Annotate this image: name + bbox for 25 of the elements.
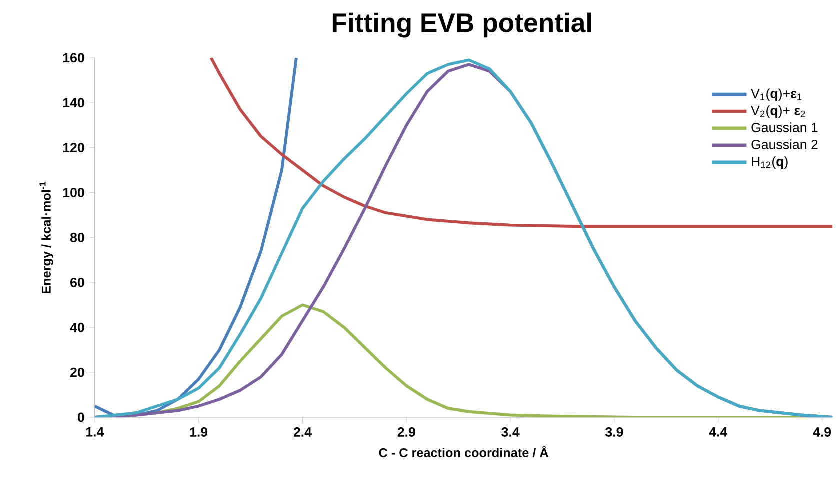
x-tick-label: 2.9 xyxy=(398,427,416,437)
legend-label: V$_{2}$(q)+ ε$_{2}$ xyxy=(751,105,806,118)
y-tick-label: 0 xyxy=(78,412,84,422)
y-tick-label: 120 xyxy=(63,142,84,152)
y-tick-label: 80 xyxy=(70,232,84,242)
x-tick-label: 1.4 xyxy=(86,427,104,436)
legend-label: V$_{1}$(q)+ε$_{1}$ xyxy=(751,88,802,101)
y-tick-label: 140 xyxy=(63,98,84,108)
x-tick-label: 4.9 xyxy=(813,427,832,437)
chart-title: Fitting EVB potential xyxy=(332,12,592,38)
legend-label: Gaussian 1 xyxy=(752,122,818,132)
x-tick-label: 3.4 xyxy=(502,427,520,437)
y-axis-title: Energy / kcal·mol$^{-1}$ xyxy=(40,182,54,294)
y-tick-label: 20 xyxy=(70,368,84,378)
x-tick-label: 1.9 xyxy=(190,427,208,437)
x-tick-label: 4.4 xyxy=(709,427,728,436)
y-tick-label: 40 xyxy=(70,322,84,332)
x-axis-title: C - C reaction coordinate / Å xyxy=(379,446,549,458)
legend-label: Gaussian 2 xyxy=(752,139,818,150)
x-tick-label: 2.4 xyxy=(294,427,312,437)
y-tick-label: 160 xyxy=(63,53,84,62)
x-tick-label: 3.9 xyxy=(606,427,624,437)
y-tick-label: 60 xyxy=(70,278,84,288)
y-tick-label: 100 xyxy=(63,188,84,198)
legend-label: H$_{12}$(q) xyxy=(752,156,788,169)
